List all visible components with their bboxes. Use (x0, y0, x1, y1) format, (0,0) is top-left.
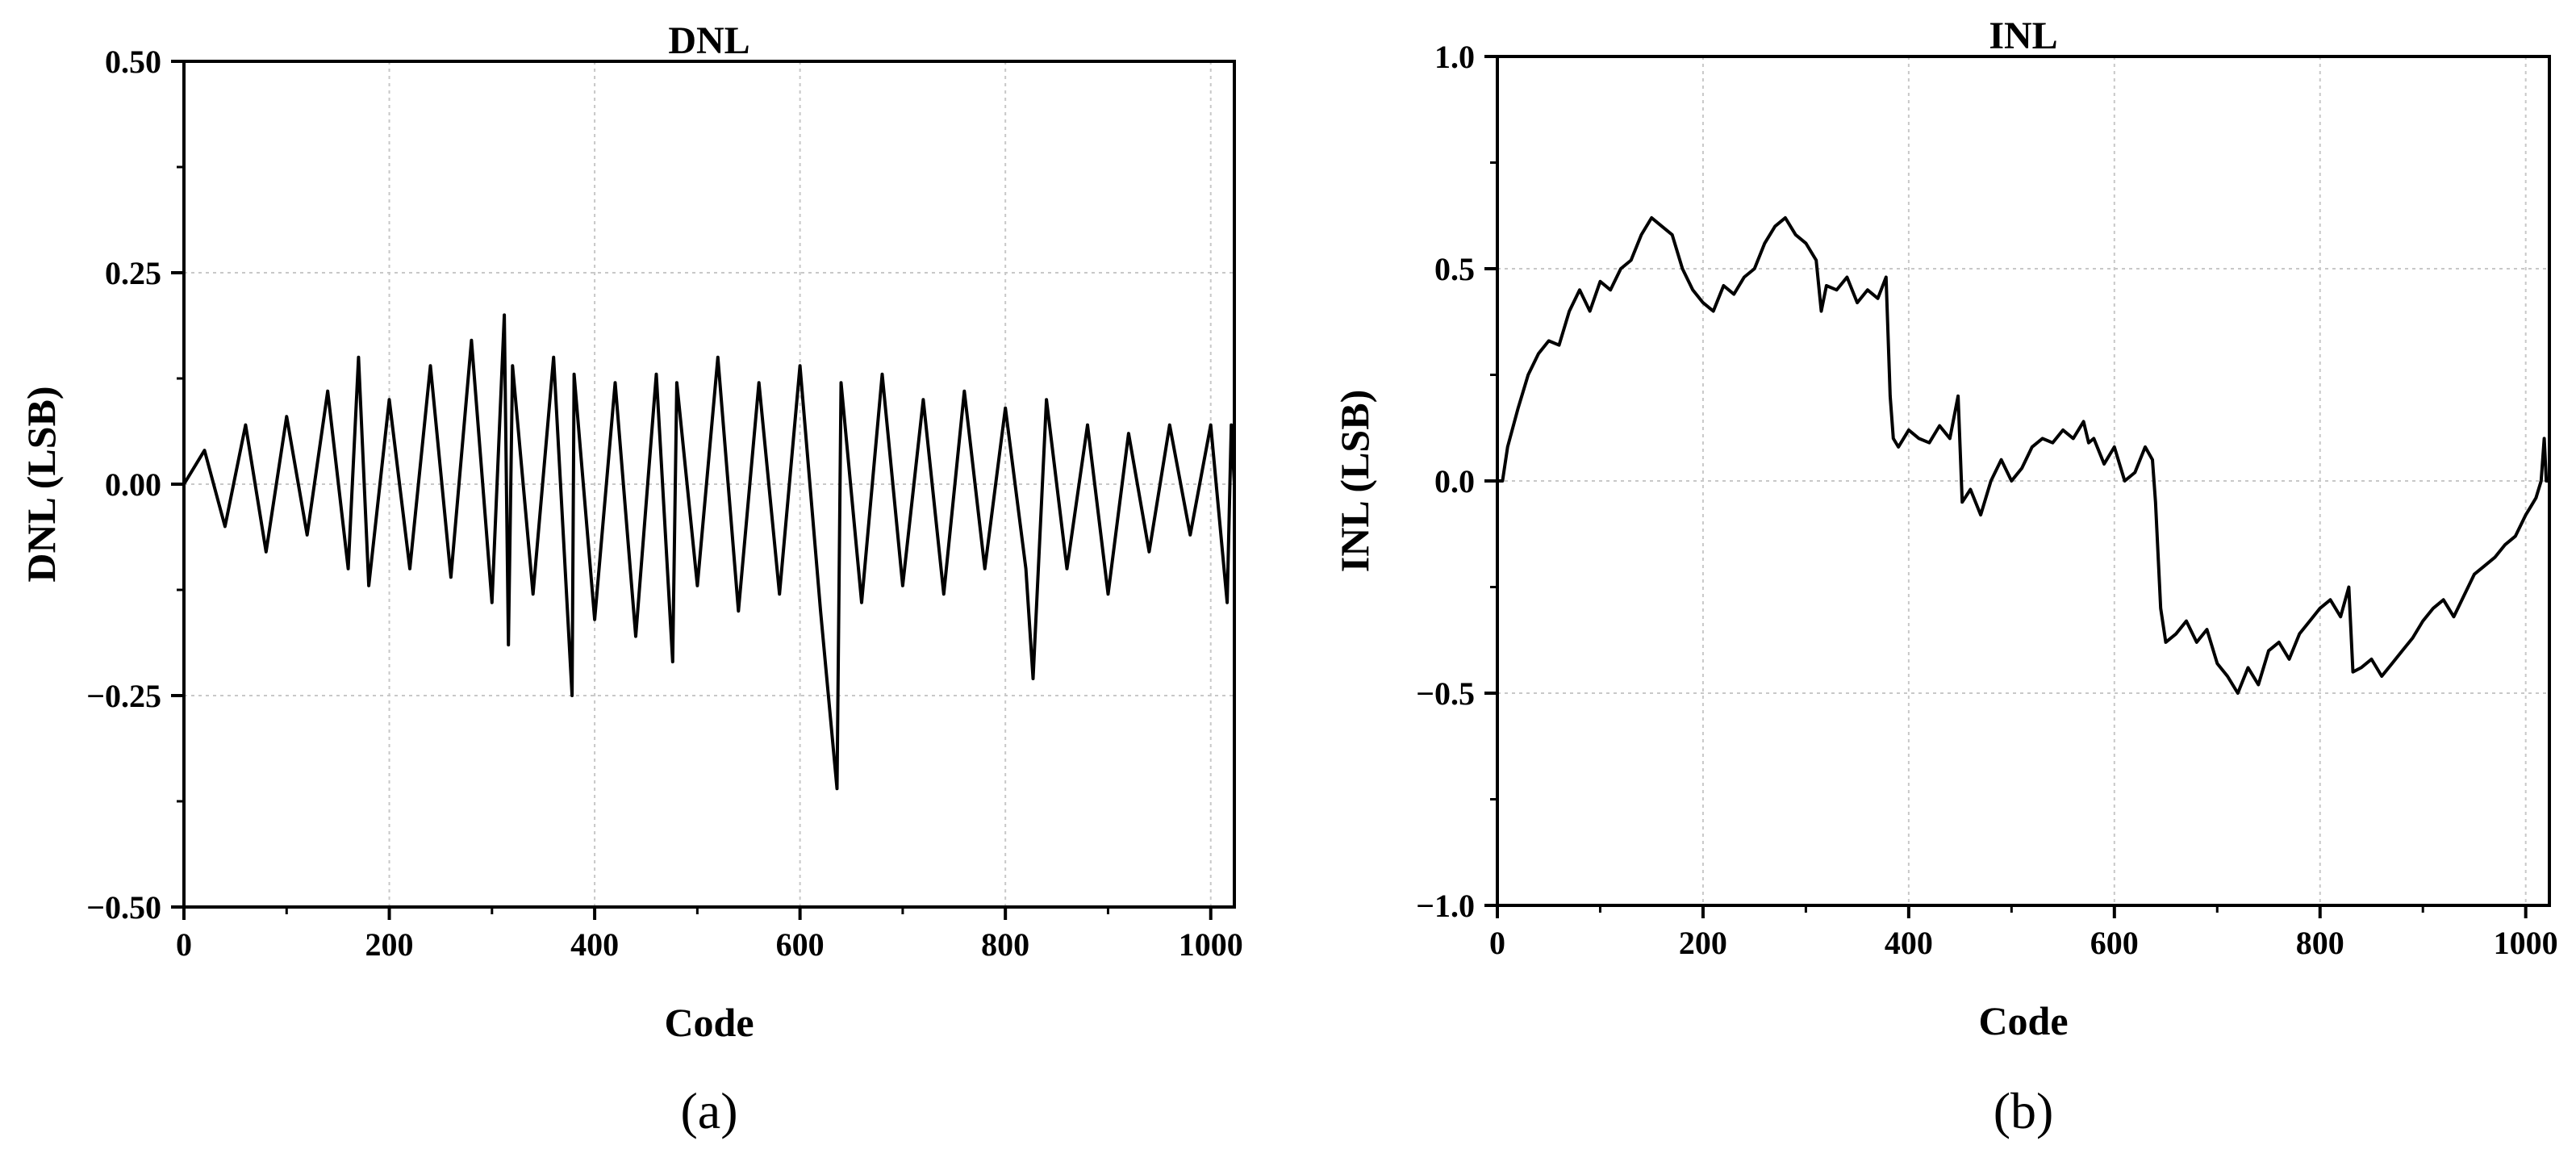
inl-chart-panel: 0 200 400 600 800 1000 −1.0 −0.5 0.0 0.5 1.0 INL C… (1332, 15, 2558, 1139)
dnl-chart-panel: 0 200 400 600 800 1000−0.50−0.250.000.250.50 … (19, 19, 1243, 1139)
inl-y-tick-label: 1.0 (1434, 39, 1475, 75)
dnl-x-axis-label: Code (664, 1000, 754, 1045)
inl-x-tick-label: 0 (1489, 925, 1505, 961)
dnl-y-axis-label: DNL (LSB) (19, 386, 64, 582)
dnl-x-tick-label: 200 (365, 926, 414, 963)
inl-y-tick-label: 0.5 (1434, 251, 1475, 287)
dnl-x-tick-label: 400 (570, 926, 619, 963)
dnl-y-tick-label: −0.25 (86, 678, 161, 714)
dnl-y-tick-label: −0.50 (86, 889, 161, 926)
dnl-y-tick-label: 0.25 (105, 255, 161, 291)
inl-x-tick-label: 800 (2296, 925, 2344, 961)
dnl-series-line (182, 313, 1236, 791)
inl-title: INL (1989, 15, 2057, 57)
dnl-x-tick-label: 600 (776, 926, 825, 963)
inl-x-tick-label: 1000 (2494, 925, 2558, 961)
inl-ticks: 0 200 400 600 800 1000 −1.0 −0.5 0.0 0.5 1.0 (1416, 39, 2557, 961)
dnl-title: DNL (668, 19, 749, 62)
dnl-x-tick-label: 0 (176, 926, 192, 963)
dnl-grid (184, 61, 1234, 907)
inl-y-tick-label: 0.0 (1434, 463, 1475, 499)
panel-label-b: (b) (1994, 1082, 2054, 1139)
dnl-y-tick-label: 0.50 (105, 44, 161, 80)
dnl-x-tick-label: 1000 (1179, 926, 1243, 963)
dnl-x-tick-label: 800 (981, 926, 1029, 963)
inl-y-tick-label: −0.5 (1416, 675, 1475, 712)
inl-y-axis-label: INL (LSB) (1332, 390, 1377, 572)
dnl-y-tick-label: 0.00 (105, 466, 161, 503)
panel-label-a: (a) (680, 1082, 737, 1139)
inl-series-line (1497, 215, 2549, 695)
inl-x-tick-label: 200 (1679, 925, 1727, 961)
inl-y-tick-label: −1.0 (1416, 888, 1475, 924)
inl-x-tick-label: 400 (1885, 925, 1933, 961)
inl-x-tick-label: 600 (2090, 925, 2139, 961)
inl-x-axis-label: Code (1978, 998, 2068, 1043)
inl-grid (1497, 56, 2549, 905)
dnl-ticks: 0 200 400 600 800 1000 −0.50 −0.25 0.00 0.25 0.50 (86, 44, 1243, 963)
